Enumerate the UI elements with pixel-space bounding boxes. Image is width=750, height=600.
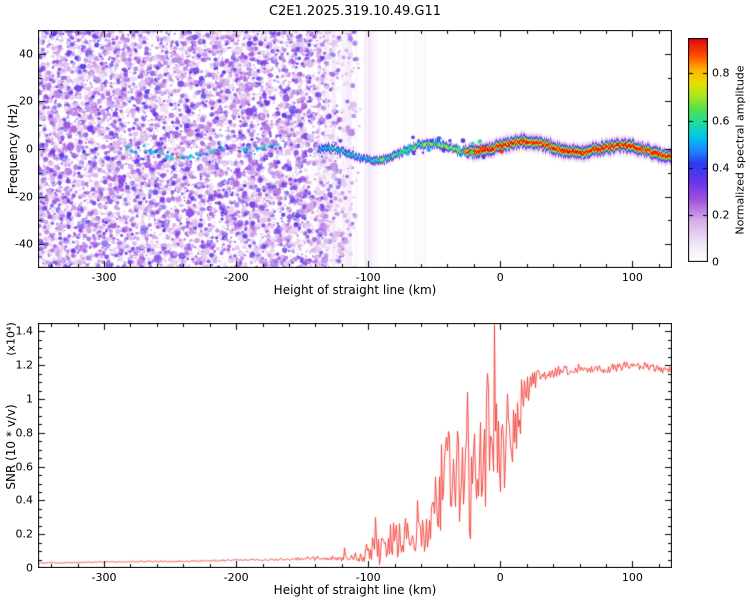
- snr-y-tick-label: 0.6: [15, 460, 34, 474]
- colorbar-tick-label: 0.2: [712, 208, 730, 222]
- figure-title: C2E1.2025.319.10.49.G11: [268, 4, 442, 19]
- snr-line-canvas: [38, 323, 672, 568]
- spectrogram-x-tick-label: 100: [621, 271, 643, 284]
- spectrogram-xlabel: Height of straight line (km): [273, 283, 437, 297]
- spectrogram-ylabel: Frequency (Hz): [6, 103, 20, 195]
- colorbar-label: Normalized spectral amplitude: [733, 65, 747, 235]
- snr-x-tick-label: 100: [621, 571, 643, 584]
- colorbar-tick-label: 0.8: [712, 66, 730, 80]
- spectrogram-x-tick-label: -200: [223, 271, 249, 284]
- colorbar-tick-label: 0: [712, 255, 719, 269]
- spectrogram-y-tick-label: -20: [15, 190, 33, 204]
- snr-y-tick-label: 1.4: [15, 324, 34, 338]
- snr-y-tick-label: 1: [26, 392, 33, 406]
- snr-x-tick-label: -100: [355, 571, 381, 584]
- colorbar-tick-label: 0.4: [712, 161, 730, 175]
- spectrogram-panel: [38, 30, 672, 268]
- snr-y-tick-label: 0: [26, 561, 33, 575]
- snr-y-tick-label: 1.2: [15, 358, 34, 372]
- colorbar: [688, 38, 708, 262]
- snr-panel: [38, 323, 672, 568]
- snr-x-tick-label: -300: [91, 571, 117, 584]
- snr-x-tick-label: 0: [496, 571, 504, 584]
- snr-y-tick-label: 0.2: [15, 527, 34, 541]
- spectrogram-x-tick-label: -300: [91, 271, 117, 284]
- snr-y-tick-label: 0.8: [15, 426, 34, 440]
- snr-xlabel: Height of straight line (km): [273, 583, 437, 597]
- spectrogram-y-tick-label: 40: [19, 47, 33, 61]
- colorbar-gradient-canvas: [688, 38, 708, 262]
- spectrogram-y-tick-label: 0: [26, 142, 33, 156]
- snr-x-tick-label: -200: [223, 571, 249, 584]
- spectrogram-x-tick-label: -100: [355, 271, 381, 284]
- spectrogram-heatmap-canvas: [38, 30, 672, 268]
- spectrogram-y-tick-label: 20: [19, 94, 33, 108]
- spectrogram-y-tick-label: -40: [15, 237, 33, 251]
- colorbar-tick-label: 0.6: [712, 114, 730, 128]
- snr-y-tick-label: 0.4: [15, 493, 34, 507]
- snr-ylabel: SNR (10 * v/v): [4, 404, 18, 490]
- spectrogram-x-tick-label: 0: [496, 271, 504, 284]
